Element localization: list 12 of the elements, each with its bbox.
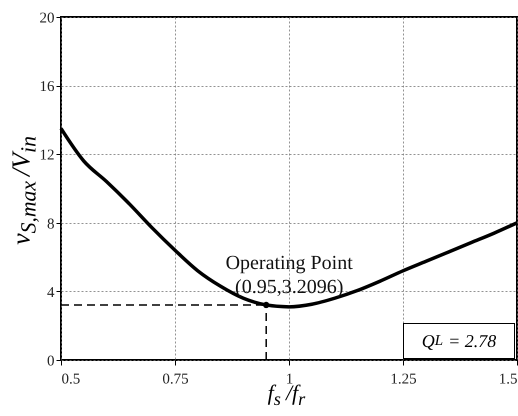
y-tick-label: 20 (40, 10, 54, 26)
y-tick-label: 16 (40, 79, 55, 96)
y-tick-label: 12 (40, 148, 54, 164)
x-tick-label: 1.5 (498, 372, 518, 388)
y-tick-label: 0 (47, 354, 54, 370)
x-tick-label: 0.5 (62, 372, 80, 388)
annotation: Operating Point (0.95,3.2096) (226, 252, 354, 298)
y-tick-label: 8 (47, 216, 54, 232)
x-tick-label: 1.25 (390, 372, 417, 388)
x-tick-label: 0.75 (162, 372, 189, 388)
x-tick-label: 1 (286, 372, 294, 388)
y-tick-label: 4 (47, 284, 55, 301)
